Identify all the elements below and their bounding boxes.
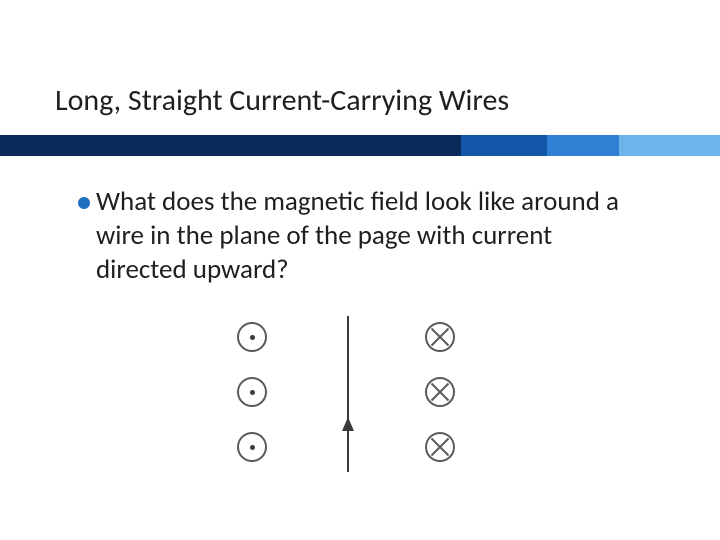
- field-out-of-page-icon: [237, 432, 267, 462]
- accent-bar-segments: [0, 135, 720, 156]
- magnetic-field-diagram: [205, 322, 515, 492]
- accent-bar-segment: [547, 135, 619, 156]
- bullet-row: What does the magnetic field look like a…: [78, 185, 638, 286]
- slide-title: Long, Straight Current-Carrying Wires: [55, 82, 665, 119]
- bullet-block: What does the magnetic field look like a…: [78, 185, 638, 286]
- title-area: Long, Straight Current-Carrying Wires: [55, 82, 665, 119]
- cross-icon: [427, 379, 453, 405]
- field-into-page-icon: [425, 377, 455, 407]
- accent-bar-segment: [619, 135, 720, 156]
- bullet-icon: [78, 197, 90, 209]
- accent-bar-segment: [0, 135, 461, 156]
- accent-bar: [0, 135, 720, 156]
- dot-icon: [250, 390, 255, 395]
- field-into-page-icon: [425, 432, 455, 462]
- field-out-of-page-icon: [237, 322, 267, 352]
- accent-bar-segment: [461, 135, 547, 156]
- field-out-of-page-icon: [237, 377, 267, 407]
- dot-icon: [250, 445, 255, 450]
- dot-icon: [250, 335, 255, 340]
- current-arrow-icon: [342, 417, 354, 431]
- wire-line: [347, 316, 349, 472]
- cross-icon: [427, 324, 453, 350]
- field-into-page-icon: [425, 322, 455, 352]
- bullet-text: What does the magnetic field look like a…: [96, 185, 638, 286]
- cross-icon: [427, 434, 453, 460]
- slide: Long, Straight Current-Carrying Wires Wh…: [0, 0, 720, 540]
